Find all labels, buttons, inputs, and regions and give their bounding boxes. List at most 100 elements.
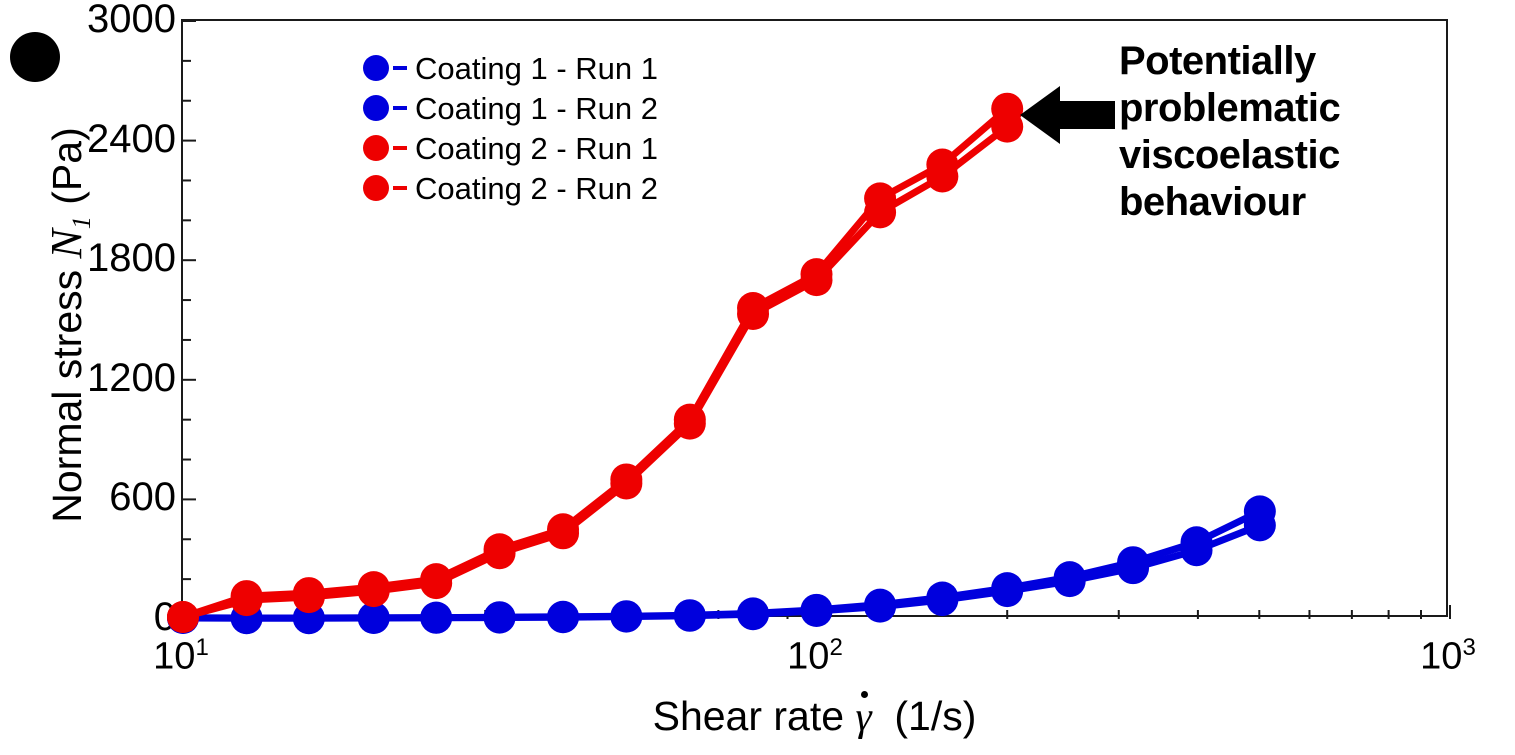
data-point-2-7 xyxy=(610,467,643,500)
legend-marker-icon-3 xyxy=(363,175,389,201)
data-point-3-6 xyxy=(547,513,580,546)
data-point-0-16 xyxy=(1180,534,1213,567)
y-tick-label-1200: 1200 xyxy=(87,356,176,400)
legend-line-icon-3 xyxy=(393,186,407,190)
data-point-3-2 xyxy=(292,577,325,610)
data-point-1-7 xyxy=(610,600,643,633)
data-point-1-16 xyxy=(1180,526,1213,559)
data-point-2-13 xyxy=(991,110,1024,143)
data-point-2-10 xyxy=(800,264,833,297)
legend-item-3[interactable]: Coating 2 - Run 2 xyxy=(363,168,658,208)
data-point-1-14 xyxy=(1053,561,1086,594)
data-point-1-6 xyxy=(547,600,580,633)
data-point-3-9 xyxy=(737,292,770,325)
x-tick-label-10e2: 102 xyxy=(787,634,843,678)
legend-item-2[interactable]: Coating 2 - Run 1 xyxy=(363,128,658,168)
data-point-1-17 xyxy=(1243,495,1276,528)
data-point-1-15 xyxy=(1117,546,1150,579)
slide-bullet-icon xyxy=(10,32,60,82)
data-point-3-12 xyxy=(926,148,959,181)
data-point-1-2 xyxy=(292,602,325,635)
legend-marker-icon-0 xyxy=(363,55,389,81)
data-point-1-9 xyxy=(737,597,770,630)
data-point-3-1 xyxy=(230,580,263,613)
data-point-0-3 xyxy=(357,602,390,635)
data-point-1-5 xyxy=(483,601,516,634)
x-axis-title: Shear rate γ (1/s) xyxy=(181,686,1448,746)
data-point-0-5 xyxy=(483,601,516,634)
data-point-2-11 xyxy=(864,196,897,229)
legend: Coating 1 - Run 1 Coating 1 - Run 2 Coat… xyxy=(363,48,658,208)
legend-label-1: Coating 1 - Run 2 xyxy=(415,90,658,126)
annotation-line-3: viscoelastic xyxy=(1119,133,1340,177)
y-tick-label-600: 600 xyxy=(109,475,176,519)
data-point-2-9 xyxy=(737,298,770,331)
data-point-2-1 xyxy=(230,584,263,617)
data-point-1-3 xyxy=(357,601,390,634)
data-point-3-13 xyxy=(991,92,1024,125)
y-axis-symbol-subscript: 1 xyxy=(67,216,97,230)
data-point-0-6 xyxy=(547,601,580,634)
data-point-3-11 xyxy=(864,182,897,215)
data-point-1-12 xyxy=(926,581,959,614)
callout-arrow-icon xyxy=(1020,86,1115,144)
legend-item-0[interactable]: Coating 1 - Run 1 xyxy=(363,48,658,88)
data-curves xyxy=(167,92,1276,635)
data-point-0-11 xyxy=(864,590,897,623)
data-point-3-3 xyxy=(357,571,390,604)
callout-annotation: Potentially problematic viscoelastic beh… xyxy=(1119,38,1419,226)
x-axis-symbol: γ xyxy=(855,691,872,739)
x-tick-label-10e3: 103 xyxy=(1420,634,1476,678)
data-point-3-4 xyxy=(420,563,453,596)
y-tick-label-3000: 3000 xyxy=(87,0,176,41)
data-point-1-8 xyxy=(673,599,706,632)
data-point-1-4 xyxy=(420,601,453,634)
data-point-0-9 xyxy=(737,598,770,631)
data-point-1-10 xyxy=(800,593,833,626)
data-point-1-11 xyxy=(864,588,897,621)
data-point-0-12 xyxy=(926,584,959,617)
data-point-2-12 xyxy=(926,160,959,193)
annotation-line-1: Potentially xyxy=(1119,39,1316,83)
data-point-3-10 xyxy=(800,258,833,291)
data-point-3-8 xyxy=(673,403,706,436)
annotation-line-2: problematic xyxy=(1119,86,1341,130)
legend-label-0: Coating 1 - Run 1 xyxy=(415,50,658,86)
legend-line-icon-0 xyxy=(393,66,407,70)
data-point-0-2 xyxy=(292,602,325,635)
data-point-2-5 xyxy=(483,537,516,570)
data-point-0-13 xyxy=(991,575,1024,608)
legend-label-2: Coating 2 - Run 1 xyxy=(415,130,658,166)
data-point-0-14 xyxy=(1053,565,1086,598)
data-point-2-6 xyxy=(547,517,580,550)
data-point-2-2 xyxy=(292,581,325,614)
data-point-1-13 xyxy=(991,572,1024,605)
gamma-dot-icon xyxy=(860,691,868,698)
data-point-0-10 xyxy=(800,595,833,628)
legend-label-3: Coating 2 - Run 2 xyxy=(415,170,658,206)
series-line-0 xyxy=(179,521,1264,622)
data-point-0-15 xyxy=(1117,552,1150,585)
data-point-0-8 xyxy=(673,599,706,632)
data-point-3-7 xyxy=(610,463,643,496)
series-line-1 xyxy=(179,507,1264,622)
y-tick-label-2400: 2400 xyxy=(87,117,176,161)
legend-line-icon-1 xyxy=(393,106,407,110)
legend-line-icon-2 xyxy=(393,146,407,150)
data-point-3-5 xyxy=(483,533,516,566)
data-point-2-3 xyxy=(357,575,390,608)
legend-marker-icon-1 xyxy=(363,95,389,121)
data-point-0-17 xyxy=(1243,509,1276,542)
x-tick-label-10e1: 101 xyxy=(153,634,209,678)
x-axis-title-prefix: Shear rate xyxy=(652,693,856,739)
data-point-2-4 xyxy=(420,567,453,600)
y-tick-label-1800: 1800 xyxy=(87,236,176,280)
legend-item-1[interactable]: Coating 1 - Run 2 xyxy=(363,88,658,128)
annotation-line-4: behaviour xyxy=(1119,180,1306,224)
data-point-0-4 xyxy=(420,601,453,634)
x-axis-unit: (1/s) xyxy=(894,693,977,739)
y-axis-title: Normal stress N1 (Pa) xyxy=(37,15,97,635)
data-point-0-7 xyxy=(610,600,643,633)
legend-marker-icon-2 xyxy=(363,135,389,161)
